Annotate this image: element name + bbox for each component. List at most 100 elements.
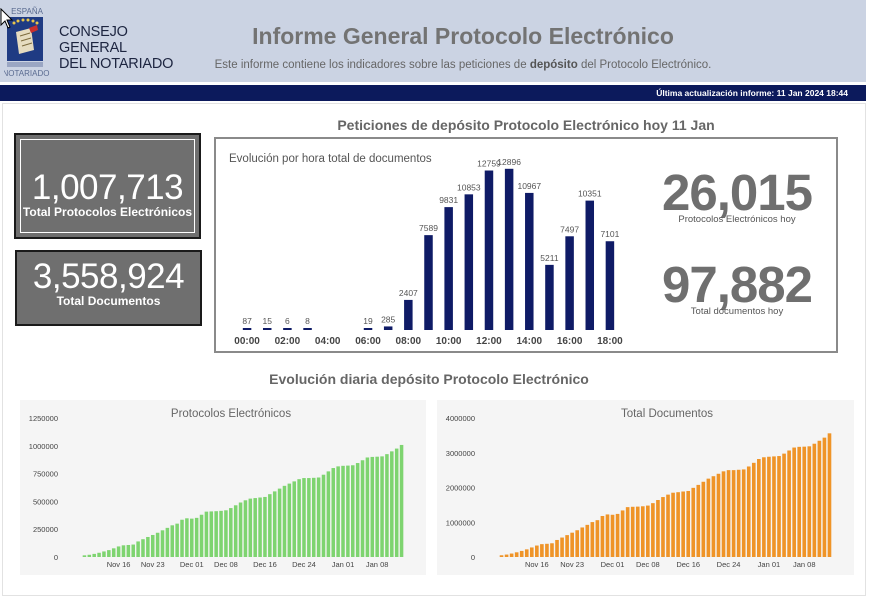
- daily-bar[interactable]: [380, 456, 384, 557]
- daily-bar[interactable]: [92, 554, 96, 557]
- daily-bar[interactable]: [626, 507, 630, 557]
- hourly-bar[interactable]: [303, 328, 312, 330]
- daily-bar[interactable]: [742, 469, 746, 557]
- daily-bar[interactable]: [273, 491, 277, 557]
- hourly-bar[interactable]: [565, 236, 574, 330]
- daily-bar[interactable]: [772, 456, 776, 557]
- hourly-bar[interactable]: [525, 193, 534, 330]
- daily-bar[interactable]: [317, 477, 321, 557]
- daily-bar[interactable]: [205, 512, 209, 557]
- daily-bar[interactable]: [88, 555, 92, 557]
- daily-bar[interactable]: [229, 508, 233, 557]
- daily-bar[interactable]: [175, 524, 179, 557]
- daily-bar[interactable]: [136, 541, 140, 557]
- daily-bar[interactable]: [219, 511, 223, 557]
- hourly-bar[interactable]: [444, 207, 453, 330]
- daily-bar[interactable]: [636, 507, 640, 557]
- daily-bar[interactable]: [171, 525, 175, 557]
- daily-bar[interactable]: [666, 495, 670, 557]
- daily-bar[interactable]: [180, 520, 184, 557]
- daily-bar[interactable]: [540, 544, 544, 557]
- daily-bar[interactable]: [747, 466, 751, 557]
- daily-bar[interactable]: [580, 527, 584, 557]
- daily-bar[interactable]: [395, 449, 399, 557]
- daily-bar[interactable]: [530, 547, 534, 557]
- daily-bar[interactable]: [802, 447, 806, 557]
- daily-bar[interactable]: [823, 438, 827, 557]
- daily-bar[interactable]: [244, 500, 248, 557]
- kpi-total-documents[interactable]: 3,558,924 Total Documentos: [15, 250, 202, 326]
- daily-bar[interactable]: [621, 510, 625, 557]
- daily-bar[interactable]: [161, 530, 165, 557]
- daily-bar[interactable]: [777, 456, 781, 557]
- daily-bar[interactable]: [214, 511, 218, 557]
- daily-bar[interactable]: [712, 476, 716, 557]
- daily-bar[interactable]: [302, 478, 306, 557]
- daily-bar[interactable]: [575, 530, 579, 557]
- daily-bar[interactable]: [686, 491, 690, 557]
- daily-bar[interactable]: [722, 471, 726, 557]
- daily-bar[interactable]: [166, 528, 170, 557]
- hourly-bar[interactable]: [263, 328, 272, 330]
- hourly-bar[interactable]: [485, 171, 494, 330]
- daily-bar[interactable]: [156, 533, 160, 557]
- daily-bar[interactable]: [97, 553, 101, 557]
- daily-bar[interactable]: [545, 544, 549, 557]
- daily-bar[interactable]: [767, 457, 771, 557]
- daily-bar[interactable]: [565, 535, 569, 557]
- daily-bar[interactable]: [297, 479, 301, 557]
- daily-bar[interactable]: [520, 551, 524, 557]
- daily-bar[interactable]: [371, 457, 375, 557]
- hourly-bar[interactable]: [384, 326, 393, 330]
- hourly-bar[interactable]: [545, 265, 554, 330]
- daily-bar[interactable]: [253, 498, 257, 557]
- daily-bar[interactable]: [200, 515, 204, 557]
- hourly-bar[interactable]: [465, 194, 474, 330]
- daily-bar[interactable]: [385, 454, 389, 557]
- daily-bar[interactable]: [341, 466, 345, 557]
- daily-bar[interactable]: [366, 457, 370, 557]
- daily-bar[interactable]: [828, 433, 832, 557]
- daily-bar[interactable]: [288, 484, 292, 557]
- hourly-bar[interactable]: [586, 201, 595, 330]
- daily-bar[interactable]: [787, 450, 791, 557]
- daily-bar[interactable]: [732, 470, 736, 557]
- daily-bar[interactable]: [782, 454, 786, 557]
- daily-bar[interactable]: [737, 470, 741, 557]
- daily-bar[interactable]: [510, 554, 514, 557]
- daily-bar[interactable]: [818, 441, 822, 557]
- daily-bar[interactable]: [616, 514, 620, 557]
- daily-bar[interactable]: [263, 497, 267, 557]
- daily-bar[interactable]: [249, 499, 253, 557]
- daily-bar[interactable]: [292, 481, 296, 557]
- daily-bar[interactable]: [515, 552, 519, 557]
- daily-bar[interactable]: [185, 518, 189, 557]
- daily-bar[interactable]: [351, 465, 355, 557]
- daily-bar[interactable]: [356, 463, 360, 557]
- daily-bar[interactable]: [400, 445, 404, 557]
- daily-bar[interactable]: [656, 500, 660, 557]
- hourly-bar[interactable]: [404, 300, 413, 330]
- daily-bar[interactable]: [268, 494, 272, 557]
- daily-bar[interactable]: [646, 506, 650, 557]
- daily-bar[interactable]: [560, 538, 564, 557]
- hourly-bar[interactable]: [364, 328, 373, 330]
- daily-bar[interactable]: [696, 485, 700, 557]
- daily-bar[interactable]: [234, 505, 238, 557]
- daily-bar[interactable]: [146, 537, 150, 557]
- daily-bar[interactable]: [500, 555, 504, 557]
- daily-bar[interactable]: [322, 475, 326, 557]
- daily-bar[interactable]: [327, 471, 331, 557]
- daily-bar[interactable]: [505, 555, 509, 557]
- daily-bar[interactable]: [651, 503, 655, 557]
- daily-bar[interactable]: [258, 498, 262, 557]
- daily-bar[interactable]: [596, 520, 600, 557]
- daily-bar[interactable]: [117, 546, 121, 557]
- daily-bar[interactable]: [585, 525, 589, 557]
- daily-bar[interactable]: [83, 555, 87, 557]
- daily-bar[interactable]: [112, 548, 116, 557]
- daily-bar[interactable]: [702, 482, 706, 557]
- hourly-bar[interactable]: [283, 328, 292, 330]
- daily-bar[interactable]: [361, 460, 365, 557]
- daily-bar[interactable]: [792, 448, 796, 557]
